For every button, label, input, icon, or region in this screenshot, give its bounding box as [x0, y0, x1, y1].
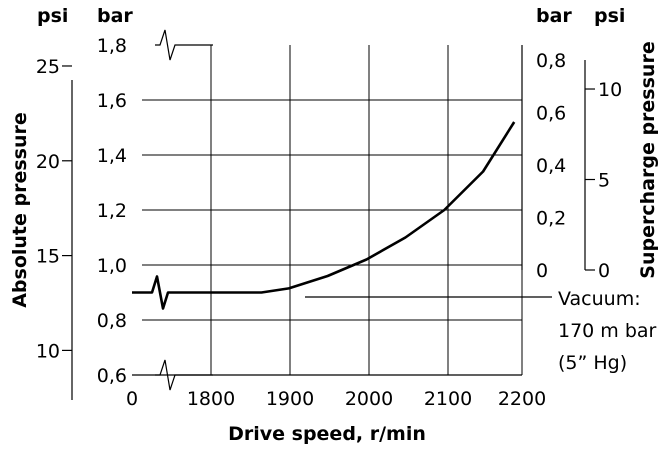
- y-bar-abs-tick-label: 0,8: [97, 310, 127, 332]
- x-tick-labels: 0 1800 1900 2000 2100 2200: [126, 388, 546, 410]
- series-line: [132, 121, 516, 310]
- y-bar-super-tick-label: 0,2: [536, 208, 566, 230]
- y-bar-abs-tick-label: 1,8: [97, 35, 127, 57]
- unit-bar-right: bar: [536, 5, 572, 27]
- unit-psi-left: psi: [37, 5, 68, 27]
- unit-psi-right: psi: [594, 5, 625, 27]
- y-psi-super-tick-label: 5: [598, 170, 610, 192]
- y-bar-abs-tick-label: 1,0: [97, 255, 127, 277]
- y-psi-abs-tick-label: 20: [36, 151, 60, 173]
- x-tick-label: 2000: [345, 388, 393, 410]
- y-bar-super-tick-label: 0,6: [536, 103, 566, 125]
- x-tick-label: 2200: [498, 388, 546, 410]
- y-label-right: Supercharge pressure: [637, 41, 659, 278]
- horizontal-gridlines: [142, 99, 522, 321]
- y-psi-abs-tick-label: 25: [36, 56, 60, 78]
- y-label-left: Absolute pressure: [9, 112, 31, 308]
- y-bar-abs-tick-labels: 1,8 1,6 1,4 1,2 1,0 0,8 0,6: [97, 35, 127, 387]
- y-psi-super-tick-label: 0: [598, 260, 610, 282]
- y-bar-super-tick-label: 0,8: [536, 50, 566, 72]
- x-tick-label: 2100: [424, 388, 472, 410]
- y-psi-abs-tick-labels: 25 20 15 10: [36, 56, 72, 362]
- y-psi-super-tick-label: 10: [598, 79, 622, 101]
- y-psi-super-tick-labels: 10 5 0: [585, 79, 622, 282]
- y-bar-super-tick-label: 0,4: [536, 155, 566, 177]
- x-tick-label: 1900: [266, 388, 314, 410]
- y-bar-super-tick-labels: 0,8 0,6 0,4 0,2 0: [536, 50, 566, 282]
- x-tick-label: 1800: [187, 388, 235, 410]
- annotation-line-2: 170 m bar: [558, 320, 657, 342]
- y-bar-abs-tick-label: 1,4: [97, 145, 127, 167]
- y-bar-super-tick-label: 0: [536, 260, 548, 282]
- y-bar-abs-tick-label: 1,2: [97, 200, 127, 222]
- x-tick-label: 0: [126, 388, 138, 410]
- unit-bar-left: bar: [97, 5, 133, 27]
- axis-break-top: [155, 29, 213, 61]
- y-bar-abs-tick-label: 0,6: [97, 365, 127, 387]
- annotation-line-3: (5” Hg): [558, 352, 627, 374]
- y-psi-abs-tick-label: 10: [36, 340, 60, 362]
- y-bar-abs-tick-label: 1,6: [97, 90, 127, 112]
- annotation-line-1: Vacuum:: [558, 288, 641, 310]
- x-axis-label: Drive speed, r/min: [228, 423, 426, 445]
- y-psi-abs-tick-label: 15: [36, 246, 60, 268]
